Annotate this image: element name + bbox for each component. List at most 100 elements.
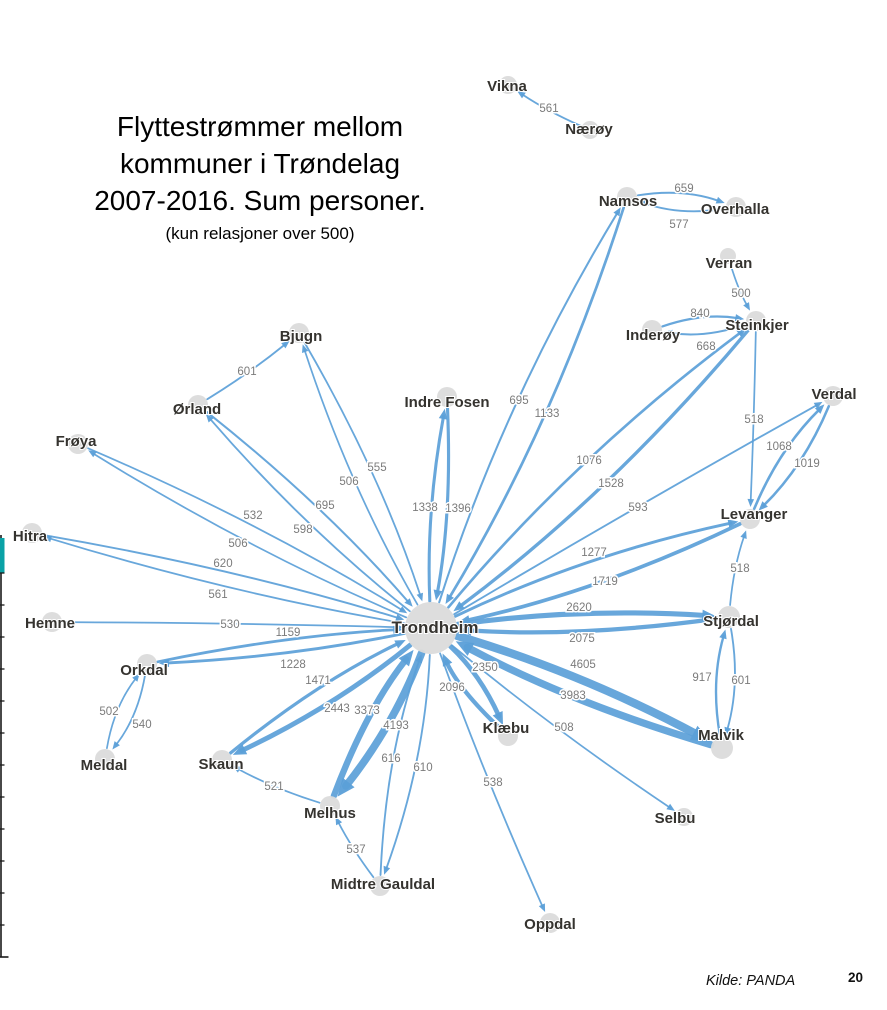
flow-edge[interactable] (465, 616, 720, 635)
municipality-node[interactable] (370, 876, 390, 896)
flow-edge[interactable] (92, 452, 408, 619)
flow-edge[interactable] (455, 610, 709, 627)
municipality-node[interactable] (675, 808, 693, 826)
flow-edge[interactable] (228, 641, 401, 755)
flow-edge[interactable] (427, 414, 446, 603)
flow-edge[interactable] (463, 643, 715, 749)
flow-edge[interactable] (385, 654, 431, 870)
municipality-label: Steinkjer (725, 317, 789, 334)
arrowhead-icon (416, 592, 423, 602)
flow-edge[interactable] (236, 767, 321, 804)
municipality-node[interactable] (823, 386, 843, 406)
municipality-node[interactable] (212, 750, 232, 770)
municipality-node[interactable] (95, 749, 115, 769)
flow-edge[interactable] (444, 659, 503, 731)
flow-edge[interactable] (643, 202, 727, 213)
municipality-node[interactable] (289, 323, 309, 343)
municipality-node[interactable] (540, 913, 560, 933)
edge-value-label: 1471 (305, 675, 331, 687)
arrowhead-icon (88, 450, 97, 458)
flow-edge[interactable] (714, 634, 725, 738)
municipality-node[interactable] (405, 602, 457, 654)
arrowhead-icon (734, 314, 745, 322)
municipality-node[interactable] (726, 197, 746, 217)
municipality-node[interactable] (188, 395, 208, 415)
municipality-node[interactable] (499, 76, 517, 94)
municipality-label: Ørland (173, 401, 221, 418)
flow-edge[interactable] (447, 206, 626, 600)
municipality-node[interactable] (68, 434, 88, 454)
flow-edge[interactable] (438, 211, 619, 604)
municipality-node[interactable] (581, 121, 599, 139)
edge-value-label: 1076 (576, 455, 602, 467)
flow-edge[interactable] (156, 628, 398, 664)
flow-edge[interactable] (450, 644, 671, 809)
flow-edge[interactable] (379, 659, 421, 876)
flow-edge[interactable] (330, 656, 410, 799)
edge-value-label: 518 (730, 563, 749, 575)
municipality-node[interactable] (740, 509, 760, 529)
municipality-node[interactable] (42, 612, 62, 632)
title-line-1: Flyttestrømmer mellom (116, 111, 404, 142)
flow-edge[interactable] (303, 349, 419, 606)
municipality-label: Overhalla (701, 201, 770, 218)
municipality-node[interactable] (320, 796, 340, 816)
municipality-node[interactable] (711, 737, 733, 759)
flow-edge[interactable] (661, 315, 739, 328)
arrowhead-icon (398, 649, 414, 667)
edge-value-label: 506 (228, 538, 247, 550)
flow-edge[interactable] (106, 677, 137, 750)
flow-edge[interactable] (453, 521, 733, 618)
edge-value-label: 1719 (592, 576, 618, 588)
flow-edge[interactable] (439, 652, 544, 908)
flow-edge[interactable] (239, 642, 413, 754)
flow-edge[interactable] (729, 263, 748, 307)
flow-edge[interactable] (337, 821, 375, 879)
arrowhead-icon (398, 606, 408, 614)
flow-edge[interactable] (521, 93, 582, 127)
municipality-node[interactable] (746, 311, 766, 331)
flow-edge[interactable] (435, 406, 451, 595)
arrowhead-icon (383, 865, 391, 875)
flow-edge[interactable] (762, 404, 831, 507)
municipality-node[interactable] (22, 523, 42, 543)
flow-edge[interactable] (729, 535, 746, 606)
flow-edge[interactable] (464, 521, 742, 623)
municipality-node[interactable] (498, 726, 518, 746)
municipality-node[interactable] (718, 606, 740, 628)
flow-edge[interactable] (206, 343, 286, 401)
flow-edge[interactable] (164, 631, 407, 665)
flow-edge[interactable] (62, 621, 398, 628)
municipality-node[interactable] (642, 320, 662, 340)
edge-value-label: 616 (381, 753, 400, 765)
flow-edge[interactable] (87, 447, 403, 611)
flow-edge[interactable] (458, 327, 751, 609)
municipality-node[interactable] (720, 248, 736, 264)
flow-edge[interactable] (448, 644, 502, 719)
flow-edge[interactable] (208, 417, 411, 613)
flow-edge[interactable] (726, 627, 736, 731)
flow-edge[interactable] (749, 331, 757, 502)
flow-edge[interactable] (752, 408, 821, 511)
municipality-node[interactable] (437, 387, 457, 407)
edge-value-label: 532 (243, 510, 262, 522)
flow-edge[interactable] (452, 631, 703, 740)
flow-edge[interactable] (342, 649, 426, 790)
arrowhead-icon (445, 593, 454, 604)
flow-edge[interactable] (447, 331, 743, 609)
flow-edge[interactable] (205, 410, 410, 604)
municipality-label: Indre Fosen (404, 394, 489, 411)
edge-value-label: 500 (731, 288, 750, 300)
municipality-label: Namsos (599, 193, 657, 210)
flow-edge[interactable] (48, 537, 406, 625)
flow-edge[interactable] (41, 533, 400, 619)
municipality-node[interactable] (137, 654, 157, 674)
flow-edge[interactable] (115, 673, 146, 746)
arrowhead-icon (404, 598, 413, 607)
municipality-node[interactable] (617, 187, 637, 207)
flow-edge[interactable] (636, 191, 720, 202)
flow-edge[interactable] (303, 341, 422, 597)
edge-value-label: 555 (367, 462, 386, 474)
flow-edge[interactable] (669, 323, 747, 336)
flow-edge[interactable] (453, 403, 819, 616)
